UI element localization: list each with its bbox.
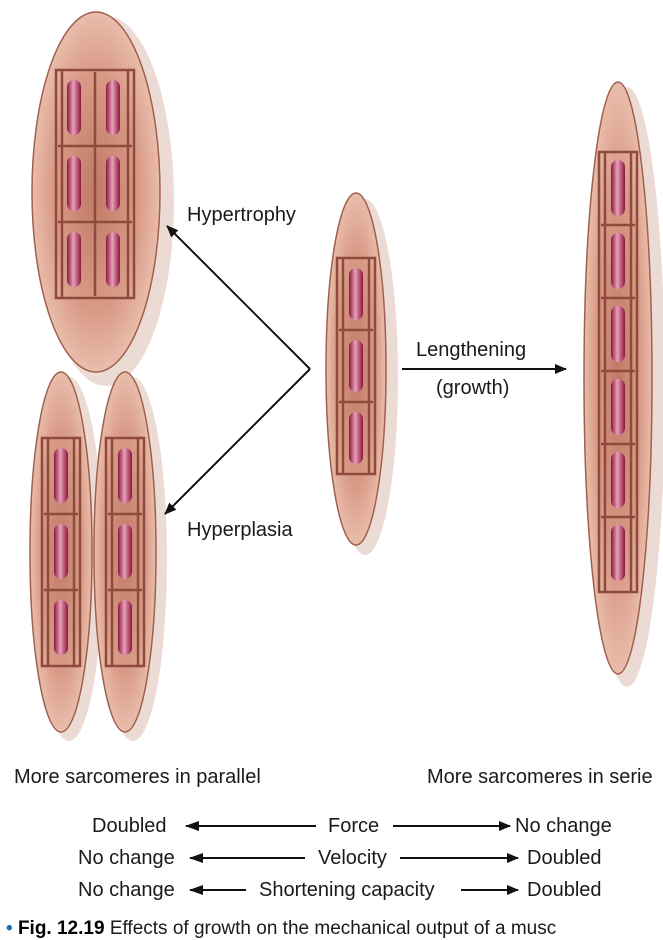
shortening-label: Shortening capacity (259, 879, 435, 901)
force-label: Force (328, 815, 380, 837)
force-parallel-value: Doubled (92, 815, 167, 837)
hyperplasia-fiber-right (93, 371, 167, 741)
hyperplasia-arrow (164, 368, 311, 515)
table-arrows (185, 821, 519, 895)
force-series-value: No change (515, 815, 612, 837)
hyperplasia-label: Hyperplasia (187, 519, 293, 541)
comparison-row-shortening: No change Shortening capacity Doubled (0, 875, 663, 905)
velocity-series-value: Doubled (527, 847, 602, 869)
hypertrophy-fiber (31, 11, 174, 386)
caption-bullet: • (6, 918, 13, 939)
velocity-parallel-value: No change (78, 847, 175, 869)
velocity-label: Velocity (318, 847, 387, 869)
series-heading: More sarcomeres in serie (427, 766, 653, 788)
original-fiber (325, 192, 398, 555)
growth-label: (growth) (436, 377, 510, 399)
myofibril-set (67, 80, 120, 287)
lengthening-label: Lengthening (416, 339, 527, 361)
hypertrophy-arrow (166, 225, 311, 370)
comparison-row-velocity: No change Velocity Doubled (0, 843, 663, 873)
shortening-parallel-value: No change (78, 879, 175, 901)
figure-number: Fig. 12.19 (17, 918, 105, 939)
figure-caption: • Fig. 12.19 Effects of growth on the me… (6, 918, 556, 940)
comparison-row-force: Doubled Force No change (0, 811, 663, 841)
hyperplasia-fiber-left (29, 371, 103, 741)
lengthened-fiber (583, 81, 663, 687)
parallel-heading: More sarcomeres in parallel (14, 766, 261, 788)
shortening-series-value: Doubled (527, 879, 602, 901)
hypertrophy-label: Hypertrophy (187, 204, 296, 226)
caption-text: Effects of growth on the mechanical outp… (109, 918, 557, 939)
